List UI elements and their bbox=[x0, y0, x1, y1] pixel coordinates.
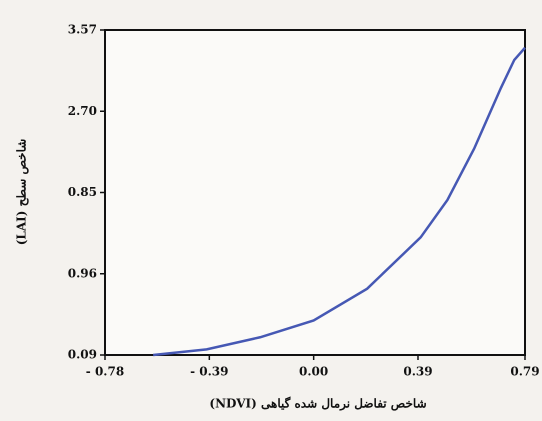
y-axis-label: شاخص سطح (LAI) bbox=[15, 139, 30, 246]
x-tick-label: 0.39 bbox=[403, 365, 432, 379]
y-tick-label: 2.70 bbox=[68, 104, 97, 118]
y-tick-label: 3.57 bbox=[68, 23, 97, 37]
x-axis-label: شاخص تفاضل نرمال شده گیاهی (NDVI) bbox=[209, 396, 426, 412]
plot-frame bbox=[104, 29, 526, 356]
x-tick-label: - 0.78 bbox=[86, 365, 124, 379]
x-tick-label: - 0.39 bbox=[190, 365, 228, 379]
y-tick-label: 0.96 bbox=[68, 266, 97, 280]
y-tick-label: 0.09 bbox=[68, 348, 97, 362]
x-tick-label: 0.79 bbox=[510, 365, 539, 379]
line bbox=[153, 46, 526, 357]
y-tick-label: 0.85 bbox=[68, 185, 97, 199]
x-tick-label: 0.00 bbox=[299, 365, 328, 379]
